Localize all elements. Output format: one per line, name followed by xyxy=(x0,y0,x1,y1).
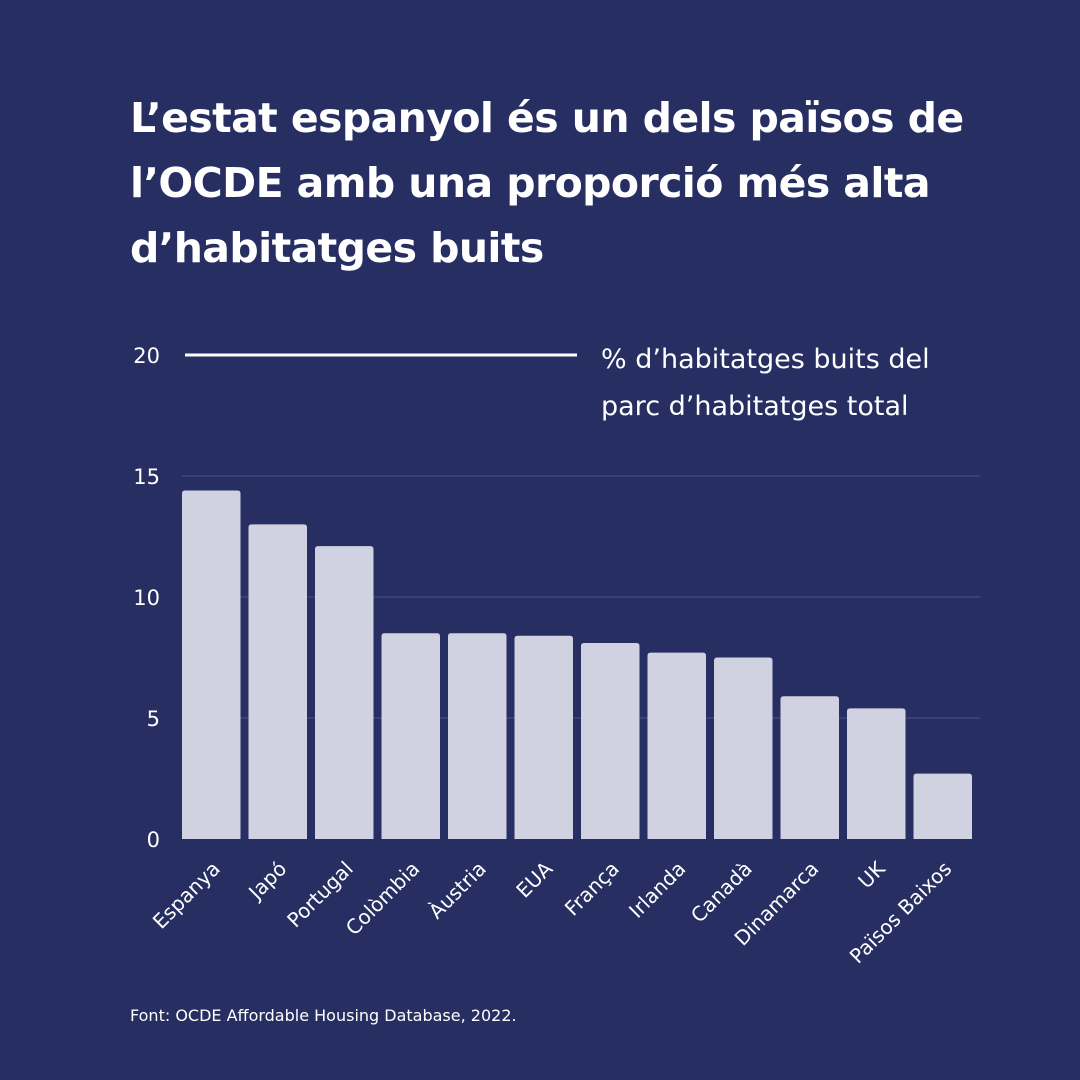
y-axis-title-line-2: parc d’habitatges total xyxy=(601,391,909,422)
y-tick-label: 5 xyxy=(147,707,160,731)
bar xyxy=(714,657,773,839)
bars xyxy=(182,490,972,839)
bar xyxy=(448,633,507,839)
bar xyxy=(514,635,573,839)
y-axis-title: % d’habitatges buits del parc d’habitatg… xyxy=(601,344,930,422)
x-category-label: Irlanda xyxy=(624,857,690,923)
y-axis-ticks: 0 5 10 15 20 xyxy=(133,344,160,852)
x-category-label: Àustria xyxy=(424,857,491,924)
bar xyxy=(913,773,972,839)
x-category-label: UK xyxy=(853,856,890,893)
bar xyxy=(581,642,640,839)
y-tick-label: 0 xyxy=(147,828,160,852)
x-category-label: Espanya xyxy=(148,857,225,934)
y-tick-label: 15 xyxy=(133,465,160,489)
bar xyxy=(847,708,906,839)
chart-title: L’estat espanyol és un dels països de l’… xyxy=(130,94,964,272)
source-note: Font: OCDE Affordable Housing Database, … xyxy=(130,1006,517,1025)
bar xyxy=(182,490,241,839)
y-axis-title-line-1: % d’habitatges buits del xyxy=(601,344,930,375)
bar xyxy=(381,633,440,839)
bar xyxy=(315,546,374,839)
x-category-label: Japó xyxy=(242,857,291,906)
bar xyxy=(248,524,307,839)
bar xyxy=(780,696,839,839)
x-category-label: Colòmbia xyxy=(341,857,424,940)
x-category-label: EUA xyxy=(511,856,557,902)
y-tick-label: 20 xyxy=(133,344,160,368)
x-category-label: França xyxy=(560,857,624,921)
y-tick-label: 10 xyxy=(133,586,160,610)
bar xyxy=(647,652,706,839)
